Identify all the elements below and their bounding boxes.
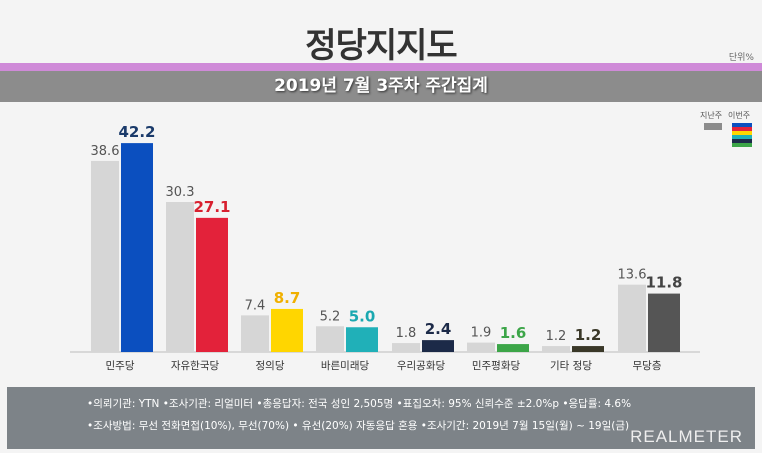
legend-last: 지난주: [700, 111, 723, 120]
category-label: 기타 정당: [550, 360, 592, 372]
value-label-this: 8.7: [274, 289, 301, 307]
bar-chart: 38.6 42.2 민주당 30.327.1 자유한국당 7.4 8.7 정의당 5.2 5.0 바…: [70, 123, 700, 372]
value-label-this: 11.8: [645, 274, 682, 292]
value-label-last: 1.2: [546, 329, 567, 344]
bar-last-week: [316, 326, 344, 352]
bar-last-week: [542, 346, 570, 352]
subtitle: 2019년 7월 3주차 주간집계: [0, 71, 762, 102]
legend-color: [732, 131, 752, 135]
legend-swatch-last: [704, 123, 722, 130]
page-title: 정당지지도: [305, 26, 457, 66]
bar-last-week: [467, 342, 495, 352]
value-label-this: 1.2: [575, 326, 602, 344]
footer-line-1: •의뢰기관: YTN •조사기관: 리얼미터 •총응답자: 전국 성인 2,50…: [87, 398, 632, 410]
unit-label: 단위%: [728, 53, 754, 63]
category-label: 바른미래당: [321, 360, 370, 372]
value-label-last: 7.4: [245, 298, 266, 313]
category-label: 민주당: [106, 360, 135, 372]
bar-last-week: [618, 284, 646, 352]
footer-line-2: •조사방법: 무선 전화면접(10%), 무선(70%) • 유선(20%) 자…: [87, 420, 630, 432]
category-label: 우리공화당: [397, 360, 446, 372]
bar-last-week: [166, 202, 194, 352]
value-label-last: 1.8: [396, 326, 417, 341]
footer-panel: •의뢰기관: YTN •조사기관: 리얼미터 •총응답자: 전국 성인 2,50…: [7, 387, 755, 449]
accent-bar: [0, 63, 762, 71]
category-label: 자유한국당: [171, 360, 220, 372]
value-label-last: 1.9: [471, 326, 492, 341]
value-label-this: 1.6: [500, 324, 527, 342]
bar-this-week: [346, 327, 378, 352]
value-label-this: 5.0: [349, 307, 376, 325]
bar-this-week: [121, 143, 153, 352]
bar-this-week: [422, 340, 454, 352]
bar-this-week: [271, 308, 303, 352]
value-label-last: 38.6: [91, 144, 120, 159]
bar-last-week: [91, 160, 119, 352]
value-label-last: 30.3: [166, 185, 195, 200]
legend-swatch-this: [732, 123, 752, 147]
realmeter-logo: REALMETER: [630, 427, 743, 446]
category-label: 정의당: [256, 360, 285, 372]
bar-this-week: [497, 344, 529, 352]
value-label-last: 13.6: [618, 268, 647, 283]
category-label: 무당층: [633, 360, 662, 372]
bar-this-week: [572, 346, 604, 352]
legend-color: [732, 123, 752, 127]
value-label-this: 42.2: [118, 123, 155, 141]
legend-color: [732, 127, 752, 131]
value-label-this: 27.1: [193, 198, 230, 216]
category-label: 민주평화당: [472, 360, 521, 372]
legend-color: [732, 139, 752, 143]
bar-this-week: [648, 293, 680, 352]
legend-color: [732, 143, 752, 147]
value-label-last: 5.2: [320, 309, 341, 324]
legend-this: 이번주: [728, 111, 751, 120]
bar-last-week: [392, 343, 420, 352]
legend-color: [732, 135, 752, 139]
value-label-this: 2.4: [425, 320, 452, 338]
bar-last-week: [241, 315, 269, 352]
bar-this-week: [196, 217, 228, 352]
